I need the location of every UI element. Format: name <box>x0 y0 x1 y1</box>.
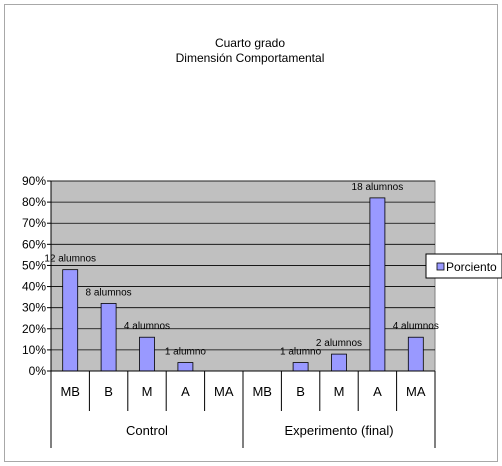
y-tick-label: 0% <box>29 364 47 378</box>
x-tick-label: MB <box>252 384 272 399</box>
chart-title-line-1: Cuarto grado <box>215 36 285 50</box>
x-tick-label: MA <box>214 384 234 399</box>
bar <box>62 269 79 372</box>
bar <box>100 303 117 372</box>
x-tick-label: M <box>334 384 345 399</box>
data-label: 1 alumno <box>280 347 322 358</box>
y-tick-label: 40% <box>22 280 46 294</box>
y-tick-label: 70% <box>22 216 46 230</box>
data-label: 1 alumno <box>165 347 207 358</box>
bar <box>331 353 347 372</box>
bar <box>139 336 155 372</box>
chart-title-line-2: Dimensión Comportamental <box>176 51 325 65</box>
y-tick-label: 80% <box>22 195 46 209</box>
data-label: 4 alumnos <box>393 321 439 332</box>
bar <box>177 362 194 372</box>
data-label: 8 alumnos <box>86 287 132 298</box>
y-tick-label: 20% <box>22 322 46 336</box>
x-tick-label: MB <box>60 384 80 399</box>
x-tick-label: B <box>104 384 113 399</box>
y-tick-label: 50% <box>22 258 46 272</box>
legend: Porciento <box>425 253 502 279</box>
bar <box>292 362 309 372</box>
x-tick-label: MA <box>406 384 426 399</box>
x-tick-label: A <box>181 384 190 399</box>
legend-label: Porciento <box>446 260 497 274</box>
x-tick-label: M <box>142 384 153 399</box>
x-group-label: Experimento (final) <box>284 423 393 438</box>
x-group-label: Control <box>126 423 168 438</box>
data-labels: 12 alumnos 8 alumnos 4 alumnos 1 alumno 1 al… <box>44 182 439 358</box>
y-tick-label: 60% <box>22 237 46 251</box>
y-axis: 0% 10% 20% 30% 40% 50% 60% 70% 80% 90% <box>22 174 52 378</box>
legend-swatch <box>436 262 445 271</box>
y-tick-label: 90% <box>22 174 46 188</box>
data-label: 12 alumnos <box>44 254 96 265</box>
data-label: 2 alumnos <box>316 338 362 349</box>
data-label: 4 alumnos <box>124 321 170 332</box>
x-tick-label: B <box>296 384 305 399</box>
y-tick-label: 10% <box>22 343 46 357</box>
data-label: 18 alumnos <box>352 182 404 193</box>
bar <box>369 197 386 372</box>
bar <box>407 336 424 372</box>
y-tick-label: 30% <box>22 301 46 315</box>
x-tick-label: A <box>373 384 382 399</box>
